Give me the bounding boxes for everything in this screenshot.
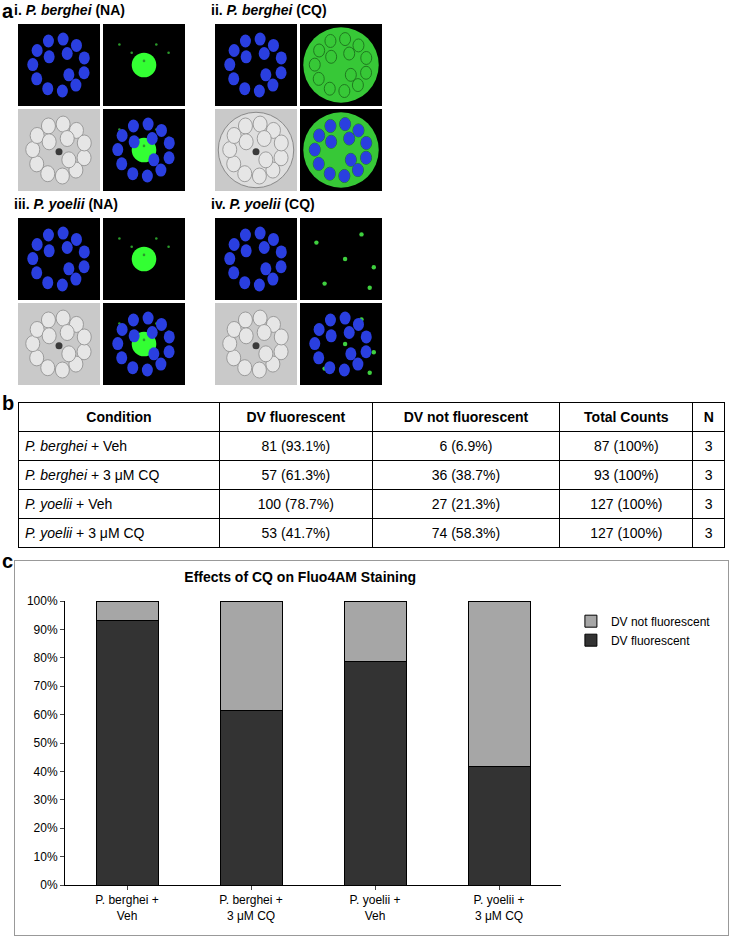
html-text:iv. P. yoelii (CQ): iv. P. yoelii (CQ) — [211, 196, 315, 212]
svg-text:80%: 80% — [34, 651, 58, 665]
html-text:6 (6.9%): 6 (6.9%) — [439, 438, 493, 454]
svg-text:Effects of CQ on Fluo4AM Stain: Effects of CQ on Fluo4AM Staining — [184, 569, 416, 585]
svg-text:90%: 90% — [34, 623, 58, 637]
svg-text:0%: 0% — [40, 878, 58, 892]
html-text:87 (100%): 87 (100%) — [594, 438, 659, 454]
svg-text:30%: 30% — [34, 793, 58, 807]
html-text:iii. P. yoelii (NA): iii. P. yoelii (NA) — [14, 196, 118, 212]
html-text:N: N — [703, 409, 714, 425]
html-text:P. berghei + Veh: P. berghei + Veh — [25, 438, 128, 454]
svg-text:10%: 10% — [34, 850, 58, 864]
html-text:ai. P. berghei (NA): ai. P. berghei (NA) — [2, 0, 125, 22]
html-text:53 (41.7%): 53 (41.7%) — [261, 525, 331, 541]
svg-text:P. yoelii +3 μM CQ: P. yoelii +3 μM CQ — [474, 893, 525, 923]
html-text:127 (100%): 127 (100%) — [590, 496, 663, 512]
html-text:127 (100%): 127 (100%) — [590, 525, 663, 541]
html-text:P. berghei + 3 μM CQ: P. berghei + 3 μM CQ — [25, 467, 160, 483]
svg-text:DV fluorescent: DV fluorescent — [611, 634, 690, 648]
html-text:P. yoelii + Veh: P. yoelii + Veh — [25, 496, 113, 512]
html-text:Total Counts: Total Counts — [584, 409, 669, 425]
html-text:P. yoelii + 3 μM CQ: P. yoelii + 3 μM CQ — [25, 525, 145, 541]
html-text:DV fluorescent: DV fluorescent — [246, 409, 346, 425]
html-text:3: 3 — [704, 467, 713, 483]
html-text:Condition: Condition — [86, 409, 152, 425]
html-text:b: b — [2, 392, 15, 414]
html-text:DV not fluorescent: DV not fluorescent — [403, 409, 529, 425]
html-text:3: 3 — [704, 525, 713, 541]
svg-text:50%: 50% — [34, 736, 58, 750]
html-text:3: 3 — [704, 438, 713, 454]
html-text:ii. P. berghei (CQ): ii. P. berghei (CQ) — [211, 2, 327, 18]
svg-text:40%: 40% — [34, 765, 58, 779]
html-text:100 (78.7%): 100 (78.7%) — [257, 496, 334, 512]
html-text:57 (61.3%): 57 (61.3%) — [261, 467, 331, 483]
svg-text:20%: 20% — [34, 821, 58, 835]
svg-text:DV not fluorescent: DV not fluorescent — [611, 615, 710, 629]
html-text:81 (93.1%): 81 (93.1%) — [261, 438, 331, 454]
html-text:93 (100%): 93 (100%) — [594, 467, 659, 483]
svg-text:60%: 60% — [34, 708, 58, 722]
html-text:27 (21.3%): 27 (21.3%) — [431, 496, 501, 512]
svg-text:70%: 70% — [34, 679, 58, 693]
html-text:36 (38.7%): 36 (38.7%) — [431, 467, 501, 483]
html-text:c: c — [2, 550, 14, 572]
svg-text:P. berghei +3 μM CQ: P. berghei +3 μM CQ — [219, 893, 283, 923]
svg-text:100%: 100% — [27, 594, 58, 608]
html-text:3: 3 — [704, 496, 713, 512]
svg-text:P. yoelii +Veh: P. yoelii +Veh — [350, 893, 401, 923]
svg-text:P. berghei +Veh: P. berghei +Veh — [95, 893, 159, 923]
html-text:74 (58.3%): 74 (58.3%) — [431, 525, 501, 541]
